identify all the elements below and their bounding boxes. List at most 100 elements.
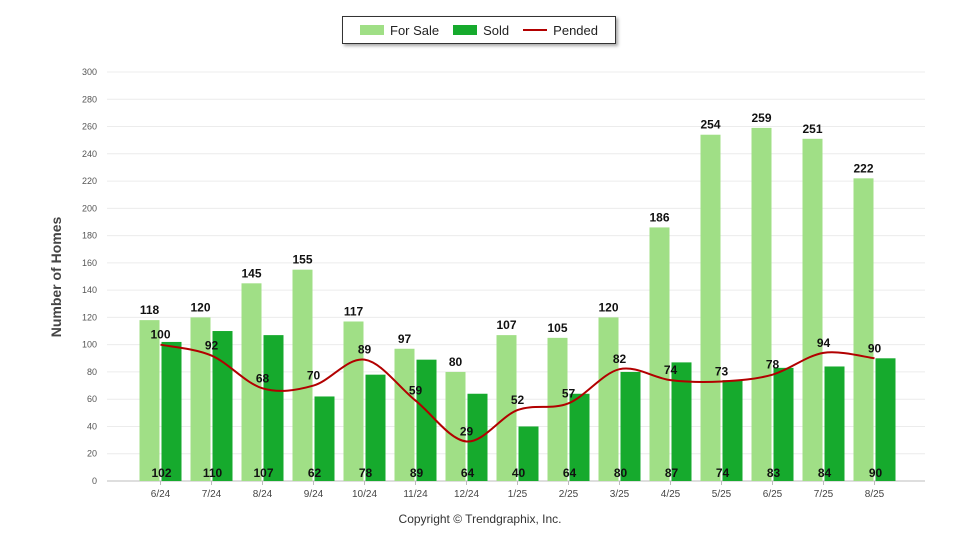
x-tick-label-4: 10/24 <box>352 489 377 500</box>
label-sold-10: 87 <box>665 466 679 480</box>
bar-sold-7 <box>518 426 539 481</box>
label-sold-6: 64 <box>461 466 475 480</box>
x-tick-label-8: 2/25 <box>559 489 579 500</box>
pended-series-line <box>160 343 875 443</box>
y-axis-label: Number of Homes <box>48 216 64 338</box>
bar-for-sale-11 <box>700 134 721 482</box>
label-pended-8: 57 <box>562 386 576 400</box>
label-for-sale-14: 222 <box>853 161 873 175</box>
label-for-sale-0: 118 <box>140 303 160 317</box>
bar-for-sale-14 <box>853 178 874 481</box>
y-tick-label-10: 200 <box>82 203 97 213</box>
data-labels: 118 102 120 110 145 107 155 62 117 78 97 89 80 64 107 4… <box>140 111 883 480</box>
label-sold-9: 80 <box>614 466 628 480</box>
label-pended-10: 74 <box>664 363 678 377</box>
y-axis-ticks: 0 20 40 60 80 100 120 140 160 180 200 220 240 260 280 3… <box>82 67 97 486</box>
label-sold-13: 84 <box>818 466 832 480</box>
y-tick-label-8: 160 <box>82 258 97 268</box>
x-tick-label-11: 5/25 <box>712 489 732 500</box>
y-tick-label-12: 240 <box>82 149 97 159</box>
label-for-sale-3: 155 <box>292 253 312 267</box>
x-tick-label-13: 7/25 <box>814 489 834 500</box>
label-pended-7: 52 <box>511 393 525 407</box>
x-tick-label-7: 1/25 <box>508 489 528 500</box>
legend-label-for-sale: For Sale <box>390 22 440 38</box>
x-axis-ticks: 6/24 7/24 8/24 9/24 10/24 11/24 12/24 1/25 2/25 3… <box>151 481 885 500</box>
bar-sold-14 <box>875 358 896 481</box>
y-tick-label-15: 300 <box>82 67 97 77</box>
label-for-sale-7: 107 <box>496 318 516 332</box>
x-tick-label-14: 8/25 <box>865 489 885 500</box>
label-for-sale-4: 117 <box>344 304 364 318</box>
label-for-sale-10: 186 <box>649 210 669 224</box>
label-pended-11: 73 <box>715 364 729 378</box>
label-sold-12: 83 <box>767 466 781 480</box>
bar-for-sale-9 <box>598 317 619 481</box>
x-tick-label-12: 6/25 <box>763 489 783 500</box>
bar-sold-12 <box>773 367 794 481</box>
y-tick-label-14: 280 <box>82 94 97 104</box>
label-pended-12: 78 <box>766 358 780 372</box>
legend-label-sold: Sold <box>483 22 510 38</box>
label-for-sale-13: 251 <box>802 122 822 136</box>
label-pended-14: 90 <box>868 341 882 355</box>
label-pended-0: 100 <box>150 328 170 342</box>
bar-sold-1 <box>212 331 233 481</box>
label-pended-4: 89 <box>358 343 372 357</box>
label-for-sale-8: 105 <box>547 321 567 335</box>
bar-sold-11 <box>722 380 743 481</box>
bar-sold-6 <box>467 393 488 481</box>
label-sold-0: 102 <box>151 466 171 480</box>
label-sold-7: 40 <box>512 466 526 480</box>
x-tick-label-2: 8/24 <box>253 489 273 500</box>
label-pended-5: 59 <box>409 384 423 398</box>
bar-sold-5 <box>416 359 437 481</box>
bar-sold-0 <box>161 341 182 481</box>
y-tick-label-6: 120 <box>82 312 97 322</box>
legend-label-pended: Pended <box>553 22 598 38</box>
bar-for-sale-6 <box>445 371 466 481</box>
label-sold-1: 110 <box>203 466 223 480</box>
x-tick-label-9: 3/25 <box>610 489 630 500</box>
legend-swatch-sold <box>453 25 478 35</box>
y-tick-label-1: 20 <box>87 449 97 459</box>
bar-for-sale-5 <box>394 348 415 481</box>
bar-sold-10 <box>671 362 692 481</box>
bar-for-sale-3 <box>292 269 313 481</box>
x-tick-label-6: 12/24 <box>454 489 479 500</box>
label-for-sale-5: 97 <box>398 332 412 346</box>
label-sold-5: 89 <box>410 466 424 480</box>
bar-sold-13 <box>824 366 845 481</box>
label-sold-8: 64 <box>563 466 577 480</box>
y-tick-label-7: 140 <box>82 285 97 295</box>
y-tick-label-9: 180 <box>82 231 97 241</box>
label-for-sale-1: 120 <box>190 300 210 314</box>
bar-sold-4 <box>365 374 386 481</box>
y-tick-label-4: 80 <box>87 367 97 377</box>
label-pended-2: 68 <box>256 371 270 385</box>
copyright-text: Copyright © Trendgraphix, Inc. <box>398 512 562 526</box>
label-sold-11: 74 <box>716 466 730 480</box>
bar-for-sale-12 <box>751 127 772 481</box>
label-for-sale-2: 145 <box>241 266 261 280</box>
label-pended-13: 94 <box>817 336 831 350</box>
legend-item-for-sale: For Sale <box>360 23 439 38</box>
bar-for-sale-13 <box>802 138 823 481</box>
legend-item-sold: Sold <box>453 23 509 38</box>
bar-for-sale-4 <box>343 321 364 481</box>
legend-swatch-pended <box>523 29 548 31</box>
x-tick-label-0: 6/24 <box>151 489 171 500</box>
label-sold-14: 90 <box>869 466 883 480</box>
bar-for-sale-10 <box>649 227 670 481</box>
bar-for-sale-0 <box>139 320 160 481</box>
y-tick-label-11: 220 <box>82 176 97 186</box>
bar-for-sale-8 <box>547 337 568 481</box>
label-sold-3: 62 <box>308 466 322 480</box>
y-tick-label-2: 40 <box>87 421 97 431</box>
label-pended-6: 29 <box>460 424 474 438</box>
x-tick-label-10: 4/25 <box>661 489 681 500</box>
label-for-sale-9: 120 <box>598 300 618 314</box>
bar-for-sale-1 <box>190 317 211 481</box>
x-tick-label-3: 9/24 <box>304 489 324 500</box>
